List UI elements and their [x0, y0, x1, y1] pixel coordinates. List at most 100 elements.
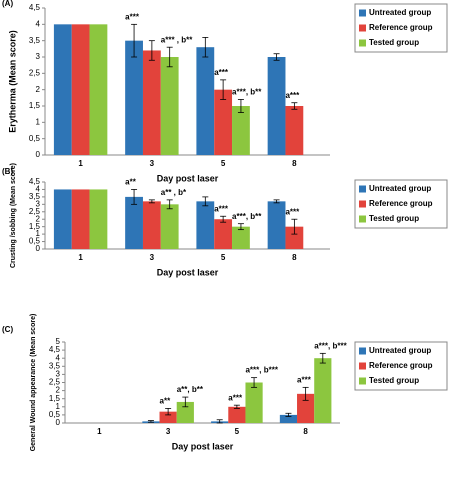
y-tick-label: 3 [36, 199, 41, 208]
error-bar [182, 396, 189, 408]
error-bar [285, 412, 292, 417]
y-tick-label: 0 [36, 150, 41, 159]
bar [53, 24, 72, 156]
bar [89, 24, 108, 156]
error-bar [165, 408, 172, 416]
y-tick-label: 1,5 [49, 394, 61, 403]
annotation: a*** [297, 375, 312, 384]
bar [159, 411, 177, 423]
bar [196, 47, 215, 156]
annotation: a***, b*** [314, 341, 347, 350]
y-tick-label: 0,5 [49, 410, 61, 419]
bar [314, 358, 332, 423]
y-tick-label: 1,5 [29, 101, 41, 110]
error-bar [148, 40, 155, 61]
legend-label: Untreated group [369, 346, 431, 355]
y-tick-label: 2,5 [49, 378, 61, 387]
y-tick-label: 0 [56, 418, 61, 427]
error-bar [220, 215, 227, 223]
y-tick-label: 3,5 [29, 192, 41, 201]
y-tick-label: 1 [36, 229, 41, 238]
annotation: a*** , b** [161, 35, 193, 44]
error-bar [166, 199, 173, 210]
error-bar [291, 218, 298, 235]
annotation: a***, b*** [245, 366, 278, 375]
bar [232, 106, 250, 155]
error-bar [166, 46, 173, 68]
legend-label: Untreated group [369, 184, 431, 193]
bar [176, 401, 194, 423]
annotation: a***, b** [232, 212, 262, 221]
legend-label: Reference group [369, 23, 433, 32]
error-bar [237, 99, 244, 113]
annotation: a*** [285, 207, 300, 216]
y-tick-label: 4,5 [29, 3, 41, 12]
legend-swatch [359, 362, 366, 370]
y-tick-label: 4 [36, 185, 41, 194]
bar [89, 189, 108, 249]
x-axis-title: Day post laser [172, 441, 234, 451]
x-tick-label: 5 [221, 159, 226, 168]
error-bar [202, 196, 209, 207]
x-tick-label: 3 [150, 159, 155, 168]
y-tick-label: 3 [56, 370, 61, 379]
bar [160, 57, 179, 155]
x-tick-label: 1 [78, 159, 83, 168]
y-tick-label: 1,5 [29, 222, 41, 231]
legend-box [354, 179, 448, 229]
x-tick-label: 1 [78, 253, 83, 262]
legend-swatch [359, 39, 366, 47]
legend-swatch [359, 9, 366, 17]
y-tick-label: 3,5 [49, 361, 61, 370]
bar [142, 50, 161, 155]
x-axis-title: Day post laser [157, 267, 219, 277]
annotation: a** , b* [161, 188, 187, 197]
x-tick-label: 3 [166, 427, 171, 436]
legend-label: Reference group [369, 199, 433, 208]
x-tick-label: 8 [292, 253, 297, 262]
bar [297, 393, 315, 423]
annotation: a**, b** [177, 385, 204, 394]
error-bar [291, 102, 298, 110]
y-tick-label: 2,5 [29, 68, 41, 77]
annotation: a*** [228, 393, 243, 402]
bar [53, 189, 72, 249]
x-tick-label: 3 [150, 253, 155, 262]
bar [71, 24, 90, 156]
panel-label: (B) [2, 167, 13, 176]
error-bar [273, 199, 280, 204]
legend-label: Untreated group [369, 8, 431, 17]
legend-swatch [359, 200, 366, 208]
error-bar [202, 37, 209, 58]
y-tick-label: 3,5 [29, 36, 41, 45]
x-tick-label: 5 [235, 427, 240, 436]
bar [214, 89, 233, 155]
error-bar [216, 419, 223, 424]
y-tick-label: 2 [36, 214, 41, 223]
error-bar [147, 420, 154, 423]
x-tick-label: 5 [221, 253, 226, 262]
error-bar [233, 404, 240, 409]
x-axis-title: Day post laser [157, 173, 219, 183]
error-bar [148, 199, 155, 204]
error-bar [131, 189, 138, 205]
annotation: a*** [214, 204, 229, 213]
y-axis-title: Erytherma (Mean score) [7, 30, 17, 133]
legend-swatch [359, 185, 366, 193]
bar [285, 226, 304, 249]
bar [71, 189, 90, 249]
y-tick-label: 0,5 [29, 134, 41, 143]
y-tick-label: 4 [56, 353, 61, 362]
error-bar [251, 377, 258, 388]
y-axis-title: Crusting /sobbing (Mean score) [10, 163, 17, 268]
legend-box [354, 3, 448, 53]
bar [228, 406, 246, 423]
y-tick-label: 4,5 [49, 345, 61, 354]
annotation: a*** [285, 91, 300, 100]
y-tick-label: 4,5 [29, 177, 41, 186]
annotation: a** [125, 178, 137, 187]
y-tick-label: 0 [36, 244, 41, 253]
bar [267, 57, 286, 155]
x-tick-label: 8 [303, 427, 308, 436]
